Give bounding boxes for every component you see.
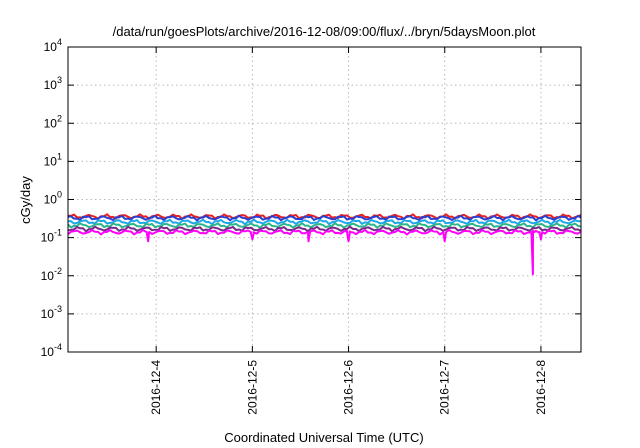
series-line [67, 225, 582, 233]
x-tick-label: 2016-12-5 [245, 360, 259, 415]
y-tick-label: 102 [44, 113, 62, 130]
x-axis-label: Coordinated Universal Time (UTC) [224, 430, 423, 445]
series-line [67, 222, 582, 229]
grid [68, 47, 581, 352]
y-tick-label: 100 [44, 190, 62, 207]
x-tick-label: 2016-12-4 [149, 360, 163, 415]
y-tick-label: 104 [44, 37, 62, 54]
x-axis: 2016-12-4 2016-12-5 2016-12-6 2016-12-7 2016… [149, 47, 548, 415]
series-line [67, 218, 582, 226]
y-tick-label: 10-2 [41, 266, 62, 283]
chart-title: /data/run/goesPlots/archive/2016-12-08/0… [113, 24, 536, 39]
x-tick-label: 2016-12-6 [342, 360, 356, 415]
series-line [67, 228, 582, 276]
y-tick-label: 101 [44, 151, 62, 168]
y-axis-label: cGy/day [18, 176, 33, 224]
y-axis: 10-4 10-3 10-2 10-1 100 101 102 103 104 [41, 37, 581, 359]
series-layer [67, 213, 582, 276]
y-tick-label: 103 [44, 75, 62, 92]
y-tick-label: 10-1 [41, 228, 62, 245]
y-tick-label: 10-3 [41, 304, 62, 321]
x-tick-label: 2016-12-7 [438, 360, 452, 415]
x-tick-label: 2016-12-8 [534, 360, 548, 415]
y-tick-label: 10-4 [41, 342, 62, 359]
series-line [67, 214, 582, 222]
